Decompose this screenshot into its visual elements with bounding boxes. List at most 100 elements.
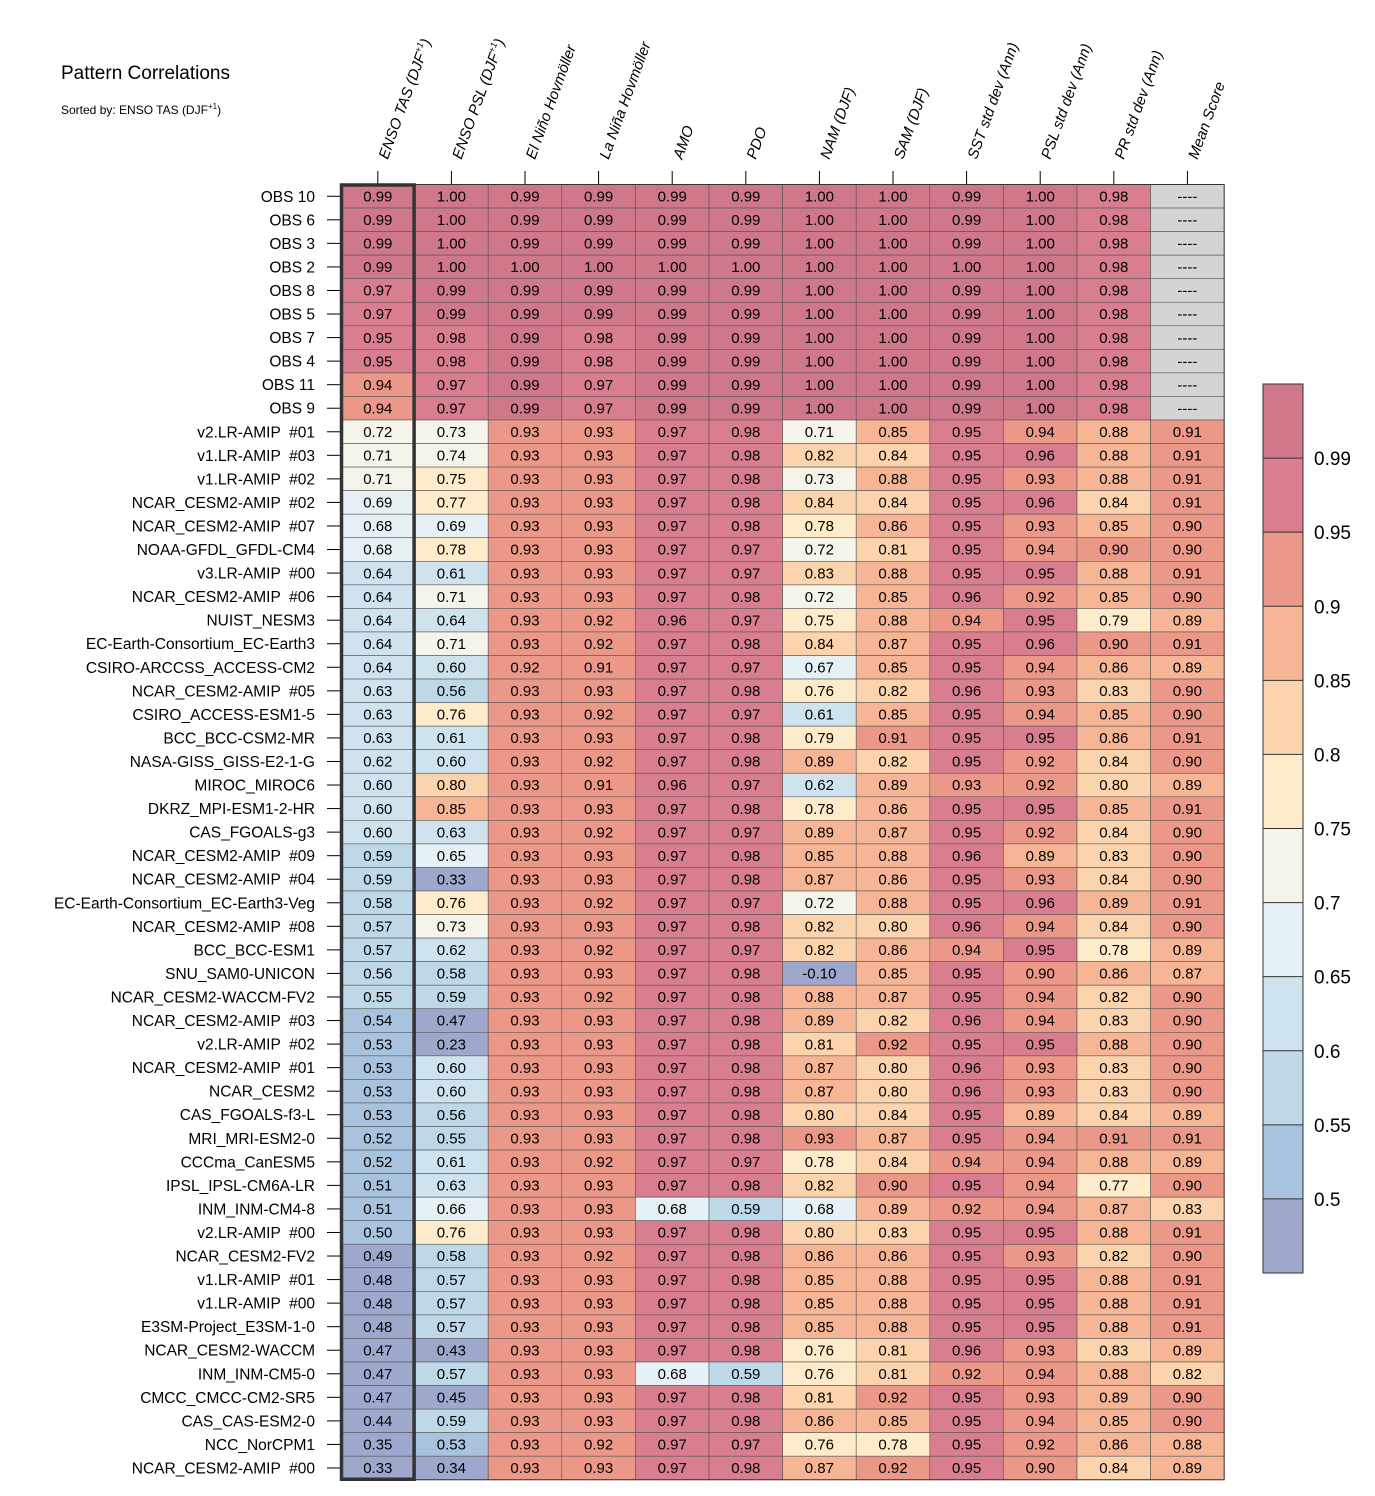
cell-value-label: 0.89 xyxy=(1173,942,1202,959)
cell-value-label: 0.99 xyxy=(952,400,981,417)
cell-value-label: 0.97 xyxy=(731,942,760,959)
cell-value-label: 0.99 xyxy=(731,306,760,323)
row-label: v2.LR-AMIP #00 xyxy=(197,1225,315,1242)
cell-value-label: 0.93 xyxy=(584,1013,613,1030)
cell-value-label: 0.87 xyxy=(805,1460,834,1477)
cell-value-label: 0.91 xyxy=(1173,1225,1202,1242)
cell-value-label: 0.99 xyxy=(584,283,613,300)
cell-value-label: 0.69 xyxy=(363,495,392,512)
cell-value-label: 0.94 xyxy=(1026,1130,1055,1147)
cell-value-label: 0.84 xyxy=(1099,1107,1128,1124)
cell-value-label: 0.47 xyxy=(363,1342,392,1359)
cell-value-label: 0.84 xyxy=(878,495,907,512)
cell-value-label: 0.97 xyxy=(658,848,687,865)
cell-value-label: 0.76 xyxy=(805,1437,834,1454)
colorbar-segment xyxy=(1263,458,1303,533)
cell-value-label: 0.97 xyxy=(584,377,613,394)
cell-value-label: 0.97 xyxy=(658,730,687,747)
cell-value-label: 0.77 xyxy=(437,495,466,512)
row-label: NCAR_CESM2-AMIP #09 xyxy=(132,848,315,865)
cell-value-label: 0.49 xyxy=(363,1248,392,1265)
cell-value-label: 0.85 xyxy=(1099,589,1128,606)
cell-value-label: 0.86 xyxy=(878,801,907,818)
cell-value-label: 1.00 xyxy=(805,283,834,300)
cell-value-label: 0.97 xyxy=(658,542,687,559)
cell-value-label: 0.98 xyxy=(1099,188,1128,205)
cell-value-label: 0.96 xyxy=(952,1013,981,1030)
cell-value-label: 0.60 xyxy=(437,754,466,771)
cell-value-label: 1.00 xyxy=(805,330,834,347)
cell-value-label: 0.86 xyxy=(1099,730,1128,747)
colorbar-tick-label: 0.6 xyxy=(1314,1042,1340,1063)
cell-value-label: 0.73 xyxy=(437,424,466,441)
cell-value-label: 0.59 xyxy=(363,848,392,865)
cell-value-label: 0.94 xyxy=(1026,542,1055,559)
cell-value-label: 0.80 xyxy=(805,1225,834,1242)
cell-value-label: 0.93 xyxy=(510,1225,539,1242)
cell-value-label: 0.98 xyxy=(584,330,613,347)
cell-value-label: 0.93 xyxy=(584,1390,613,1407)
cell-value-label: 0.88 xyxy=(878,471,907,488)
cell-value-label: 0.57 xyxy=(437,1366,466,1383)
cell-value-label: 0.90 xyxy=(1173,1083,1202,1100)
cell-value-label: 0.92 xyxy=(952,1201,981,1218)
cell-value-label: 0.94 xyxy=(1026,1201,1055,1218)
cell-value-label: 0.48 xyxy=(363,1272,392,1289)
cell-value-label: 0.89 xyxy=(1099,895,1128,912)
chart-subtitle-suffix: ) xyxy=(217,103,221,117)
cell-value-label: 1.00 xyxy=(1026,400,1055,417)
cell-value-label: 0.33 xyxy=(437,871,466,888)
colorbar-segment xyxy=(1263,1198,1303,1273)
row-label: CAS_FGOALS-g3 xyxy=(189,825,315,842)
row-label: OBS 10 xyxy=(261,189,316,206)
column-label: El Niño Hovmöller xyxy=(523,42,580,162)
cell-value-label: 0.93 xyxy=(584,919,613,936)
cell-value-label: 0.93 xyxy=(510,1013,539,1030)
cell-value-label: 0.93 xyxy=(510,777,539,794)
cell-value-label: 0.86 xyxy=(878,942,907,959)
cell-value-label: 0.81 xyxy=(878,1366,907,1383)
cell-value-label: 0.97 xyxy=(658,1319,687,1336)
cell-value-label: 0.94 xyxy=(363,400,392,417)
row-label: CSIRO-ARCCSS_ACCESS-CM2 xyxy=(86,660,315,677)
colorbar-tick-label: 0.9 xyxy=(1314,597,1340,618)
cell-value-label: 0.95 xyxy=(363,353,392,370)
cell-value-label: 0.93 xyxy=(584,1201,613,1218)
cell-value-label: 0.98 xyxy=(731,471,760,488)
cell-value-label: 0.89 xyxy=(1173,1342,1202,1359)
row-label: v3.LR-AMIP #00 xyxy=(197,566,315,583)
cell-value-label: 0.95 xyxy=(952,1178,981,1195)
cell-value-label: 0.83 xyxy=(1099,683,1128,700)
cell-value-label: 0.89 xyxy=(1173,659,1202,676)
row-label: v1.LR-AMIP #00 xyxy=(197,1296,315,1313)
cell-value-label: 0.97 xyxy=(658,565,687,582)
cell-value-label: 0.96 xyxy=(1026,448,1055,465)
cell-value-label: 0.96 xyxy=(658,612,687,629)
cell-value-label: 0.85 xyxy=(805,1319,834,1336)
cell-value-label: 0.93 xyxy=(584,1413,613,1430)
cell-value-label: 0.82 xyxy=(1173,1366,1202,1383)
cell-value-label: 0.95 xyxy=(952,1130,981,1147)
row-label: OBS 4 xyxy=(269,354,315,371)
cell-value-label: 0.34 xyxy=(437,1460,466,1477)
cell-value-label: 0.99 xyxy=(658,377,687,394)
cell-value-label: 0.59 xyxy=(731,1201,760,1218)
cell-value-label: 0.86 xyxy=(878,518,907,535)
cell-value-label: 0.97 xyxy=(658,966,687,983)
cell-value-label: 0.89 xyxy=(805,1013,834,1030)
cell-value-label: 0.92 xyxy=(584,754,613,771)
cell-value-label: 0.78 xyxy=(805,1154,834,1171)
cell-value-label: 0.99 xyxy=(510,377,539,394)
row-labels: OBS 10 OBS 6 OBS 3 OBS 2 OBS 8 OBS 5 OBS 7 OBS … xyxy=(54,189,340,1477)
row-label: CAS_CAS-ESM2-0 xyxy=(181,1413,315,1430)
cell-value-label: 1.00 xyxy=(878,400,907,417)
cell-value-label: 0.97 xyxy=(658,1460,687,1477)
cell-value-label: 1.00 xyxy=(878,306,907,323)
cell-value-label: 0.93 xyxy=(510,1083,539,1100)
row-label: OBS 2 xyxy=(269,259,315,276)
cell-value-label: 0.99 xyxy=(952,188,981,205)
cell-value-label: 0.93 xyxy=(510,1154,539,1171)
cell-value-label: 0.93 xyxy=(510,895,539,912)
colorbar-segment xyxy=(1263,828,1303,903)
cell-value-label: 0.91 xyxy=(1173,471,1202,488)
